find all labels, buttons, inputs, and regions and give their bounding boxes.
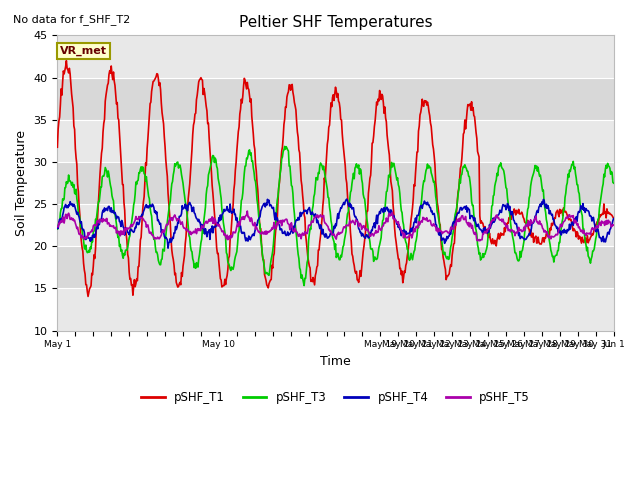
Title: Peltier SHF Temperatures: Peltier SHF Temperatures [239,15,433,30]
Text: No data for f_SHF_T2: No data for f_SHF_T2 [13,14,130,25]
Bar [58,204,614,246]
Bar [58,77,614,120]
Bar [58,246,614,288]
Bar [58,162,614,204]
Y-axis label: Soil Temperature: Soil Temperature [15,130,28,236]
Text: VR_met: VR_met [60,46,107,56]
Bar [58,120,614,162]
Legend: pSHF_T1, pSHF_T3, pSHF_T4, pSHF_T5: pSHF_T1, pSHF_T3, pSHF_T4, pSHF_T5 [136,387,534,409]
Bar [58,36,614,77]
X-axis label: Time: Time [320,355,351,368]
Bar [58,288,614,331]
